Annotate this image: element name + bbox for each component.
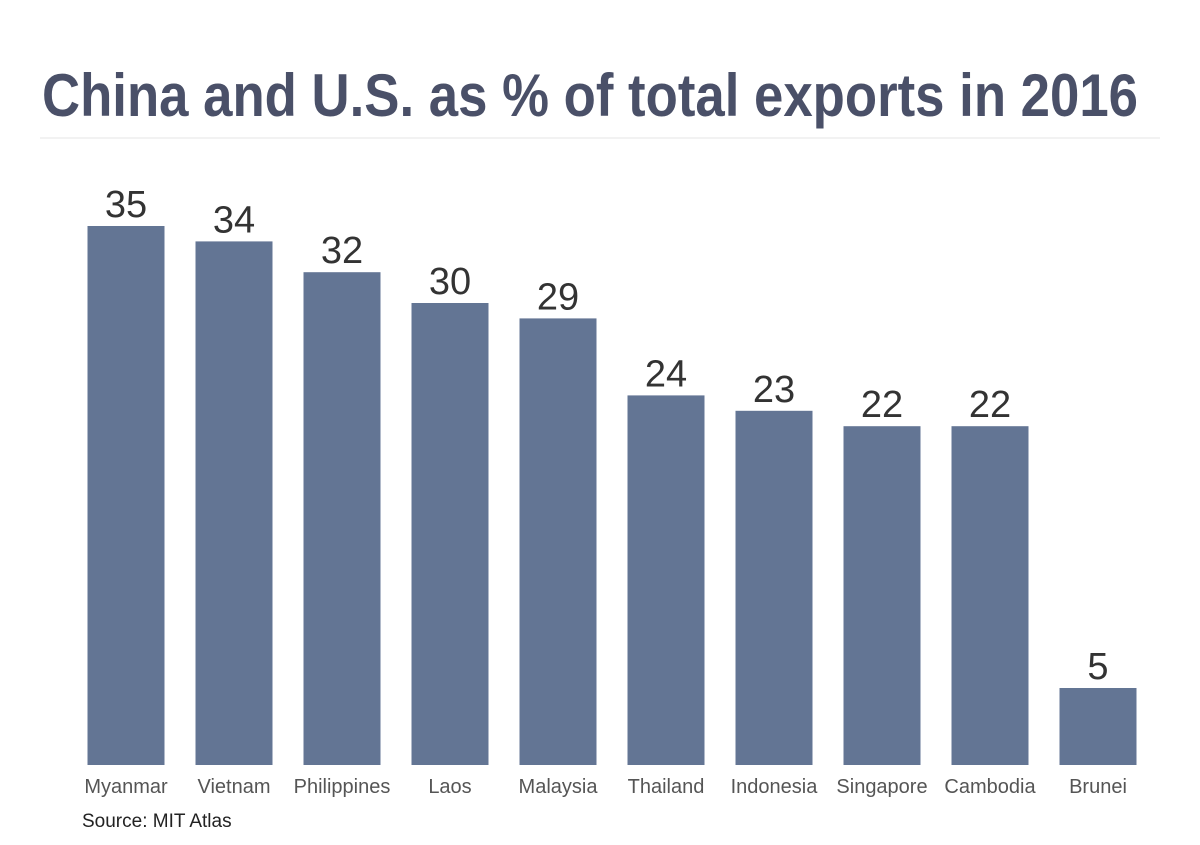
bar <box>519 318 597 765</box>
bar <box>951 426 1029 765</box>
value-label: 32 <box>321 230 363 272</box>
bar <box>195 241 273 765</box>
value-label: 22 <box>969 384 1011 426</box>
value-label: 22 <box>861 384 903 426</box>
value-label: 29 <box>537 276 579 318</box>
x-tick-label: Brunei <box>1069 776 1127 798</box>
value-label: 23 <box>753 369 795 411</box>
value-label: 34 <box>213 199 255 241</box>
x-tick-label: Vietnam <box>197 776 270 798</box>
bar <box>87 226 165 765</box>
x-tick-label: Singapore <box>836 776 927 798</box>
x-tick-label: Philippines <box>294 776 391 798</box>
bar <box>411 303 489 765</box>
x-tick-label: Myanmar <box>84 776 168 798</box>
x-tick-label: Thailand <box>628 776 705 798</box>
bar <box>1059 688 1137 765</box>
value-label: 35 <box>105 184 147 226</box>
x-tick-label: Laos <box>428 776 471 798</box>
source: Source: MIT Atlas <box>82 811 232 832</box>
chart-title: China and U.S. as % of total exports in … <box>42 62 1138 129</box>
bar <box>303 272 381 765</box>
value-label: 5 <box>1087 646 1108 688</box>
x-tick-label: Malaysia <box>519 776 599 798</box>
value-label: 30 <box>429 261 471 303</box>
bar <box>627 395 705 765</box>
x-tick-label: Indonesia <box>731 776 819 798</box>
bar <box>843 426 921 765</box>
bar <box>735 410 813 765</box>
value-label: 24 <box>645 353 687 395</box>
x-tick-label: Cambodia <box>944 776 1036 798</box>
